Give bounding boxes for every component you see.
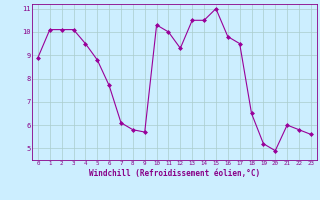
X-axis label: Windchill (Refroidissement éolien,°C): Windchill (Refroidissement éolien,°C) xyxy=(89,169,260,178)
